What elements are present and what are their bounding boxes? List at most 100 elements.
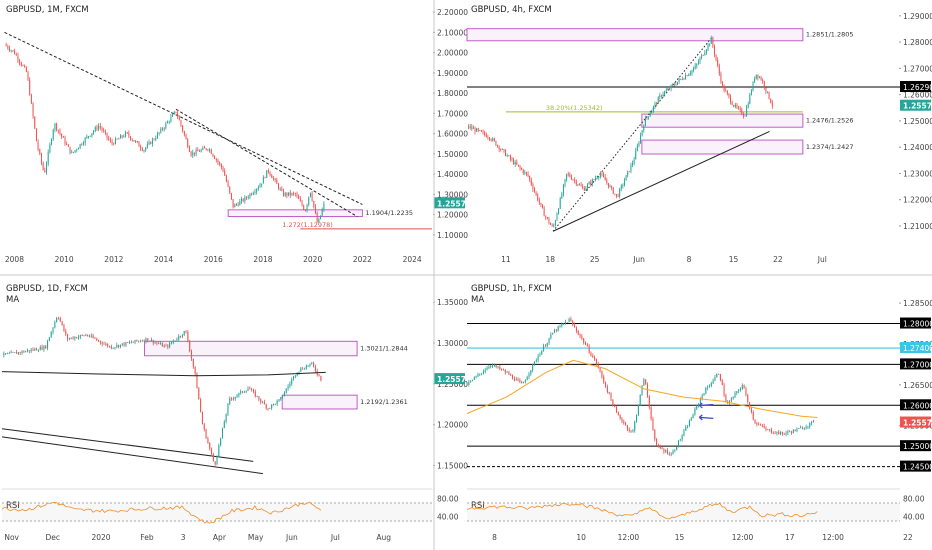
last-price-tag (434, 197, 465, 209)
candle-body (604, 176, 606, 181)
candle-body (181, 335, 183, 337)
candle-body (492, 138, 494, 141)
candle-body (169, 342, 171, 348)
candle-body (158, 343, 160, 344)
candle-body (750, 408, 752, 413)
candle-body (769, 429, 771, 431)
candle-body (529, 176, 531, 180)
candle-body (772, 432, 774, 434)
candle-body (51, 139, 53, 145)
h4-chart-panel[interactable]: GBPUSD, 4h, FXCM 1.29000 1.28000 1.27000 1.… (466, 5, 932, 264)
candle-body (524, 172, 526, 174)
candle-body (272, 403, 275, 405)
candle-body (234, 396, 236, 399)
candle-body (107, 343, 109, 347)
candle-body (116, 138, 118, 140)
candle-body (475, 376, 477, 378)
candle-body (614, 405, 616, 408)
time-tick-label: 22 (773, 255, 783, 264)
candle-body (739, 108, 741, 110)
candle-body (301, 201, 303, 206)
candle-body (643, 126, 645, 131)
candle-body (68, 338, 70, 340)
candle-body (757, 74, 759, 78)
candle-body (311, 362, 313, 364)
candle-body (30, 349, 32, 352)
candle-body (272, 178, 274, 179)
candle-body (274, 403, 276, 405)
candle-body (172, 114, 174, 117)
candle-body (688, 74, 690, 76)
indicator-label-rsi: RSI (6, 501, 20, 511)
candle-body (147, 338, 149, 341)
candle-body (118, 345, 120, 348)
candle-body (289, 192, 291, 196)
candle-body (96, 338, 98, 341)
candle-body (52, 129, 54, 140)
indicator-label-ma: MA (471, 295, 484, 305)
candle-body (6, 353, 9, 355)
time-tick-label: 2020 (91, 533, 110, 542)
candle-body (271, 175, 273, 179)
candle-body (649, 113, 651, 117)
candle-body (559, 325, 561, 327)
candle-body (742, 114, 744, 117)
price-tick-label: 1.28500 (903, 299, 932, 308)
candle-body (241, 391, 244, 393)
candle-body (254, 191, 256, 193)
candle-body (514, 162, 516, 165)
candle-body (123, 343, 125, 346)
candle-body (681, 78, 683, 80)
time-tick-label: Nov (4, 533, 19, 542)
monthly-chart-panel[interactable]: GBPUSD, 1M, FXCM 2.20000 2.10000 2.00000 1.… (4, 5, 471, 264)
candle-body (521, 168, 523, 170)
time-tick-label: Jul (330, 533, 340, 542)
candle-body (546, 217, 548, 219)
candle-body (493, 365, 495, 366)
candle-body (688, 420, 690, 427)
rsi-line (466, 502, 818, 520)
candle-body (636, 414, 638, 422)
candle-body (170, 116, 172, 122)
candle-body (42, 162, 44, 170)
candle-body (74, 150, 76, 152)
candle-body (659, 446, 661, 449)
candle-body (694, 408, 696, 415)
level-price-tag (900, 399, 931, 411)
candle-body (564, 322, 566, 324)
candle-body (180, 336, 182, 337)
candle-body (796, 428, 798, 432)
candle-body (114, 347, 116, 348)
candle-body (232, 199, 234, 208)
candle-body (633, 159, 635, 164)
daily-chart-panel[interactable]: GBPUSD, 1D, FXCM MA RSI 1.35000 1.30000 1.… (1, 284, 471, 542)
candle-body (663, 449, 665, 452)
candle-body (563, 323, 565, 325)
last-price-label: 1.25578 (903, 102, 932, 111)
candle-body (249, 388, 251, 390)
time-tick-label: May (248, 533, 264, 542)
candle-body (638, 142, 640, 146)
candle-body (691, 70, 693, 74)
candle-body (25, 67, 27, 72)
h1-chart-panel[interactable]: GBPUSD, 1h, FXCM MA RSI 1.28500 1.28000 1.… (466, 284, 932, 542)
candle-body (235, 204, 237, 206)
candle-body (280, 396, 282, 400)
candle-body (738, 390, 740, 392)
candle-body (672, 84, 674, 86)
candle-body (92, 335, 94, 338)
candle-body (26, 350, 29, 352)
supply-demand-zone (144, 340, 358, 357)
candle-body (550, 334, 552, 339)
candle-body (566, 322, 568, 323)
candle-body (572, 321, 574, 325)
candle-body (800, 427, 802, 429)
candle-body (805, 426, 807, 429)
candle-body (694, 65, 696, 69)
candle-body (659, 95, 661, 98)
candle-body (207, 149, 209, 151)
candle-body (670, 85, 672, 89)
candle-body (72, 151, 74, 153)
panel-title: GBPUSD, 1D, FXCM (6, 284, 88, 294)
candle-body (469, 126, 471, 128)
